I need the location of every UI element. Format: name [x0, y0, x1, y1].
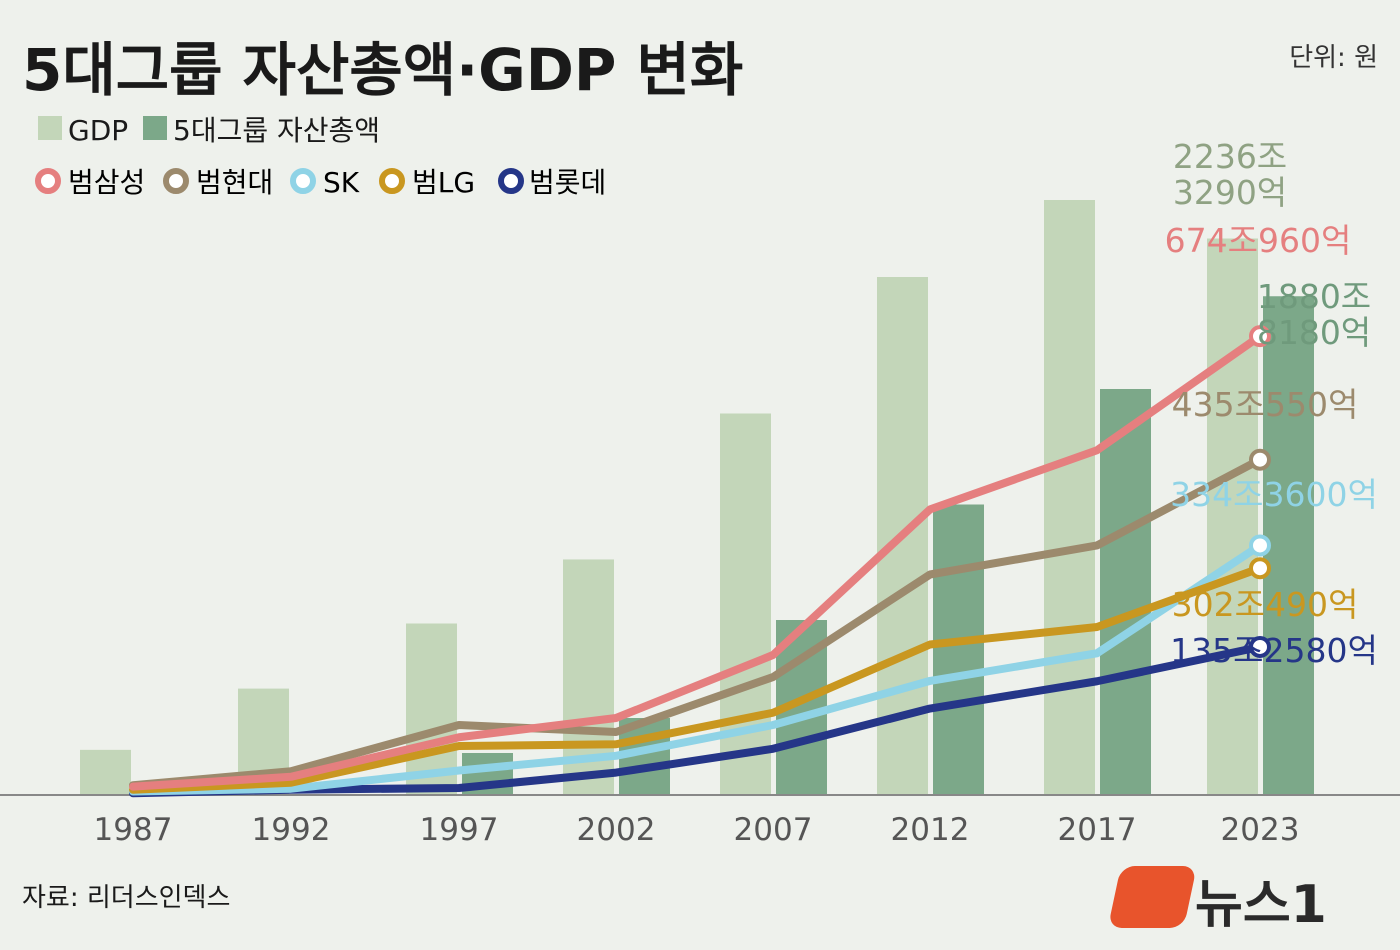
legend-label-gdp: GDP: [68, 114, 128, 147]
bar-group-total-2012: [933, 504, 984, 795]
end-point-lg: [1249, 557, 1271, 580]
legend-label-lotte: 범롯데: [529, 166, 606, 199]
logo-badge: [1110, 866, 1195, 928]
x-tick-label: 2017: [1058, 812, 1137, 848]
unit-label: 단위: 원: [1289, 43, 1378, 73]
end-label-lg: 302조490억: [1172, 585, 1359, 624]
x-tick-label: 2007: [734, 812, 813, 848]
chart-title: 5대그룹 자산총액·GDP 변화: [22, 36, 743, 104]
end-label-group-1: 1880조: [1257, 277, 1371, 316]
legend-marker-samsung: [35, 168, 61, 194]
end-point-hyundai: [1249, 448, 1271, 471]
line-samsung: [129, 332, 1264, 791]
end-point-sk: [1249, 534, 1271, 557]
x-tick-label: 1992: [252, 812, 331, 848]
end-point-lotte: [1249, 635, 1271, 658]
end-label-gdp-2: 3290억: [1173, 173, 1287, 212]
end-point-samsung: [1249, 325, 1271, 348]
end-label-hyundai: 435조550억: [1172, 385, 1359, 424]
bar-gdp-1997: [406, 623, 457, 795]
legend-label-samsung: 범삼성: [68, 166, 145, 199]
news1-logo: 뉴스1: [1110, 866, 1327, 935]
legend-label-group-total: 5대그룹 자산총액: [173, 114, 380, 147]
legend-label-lg: 범LG: [412, 166, 475, 199]
x-axis-ticks: 1987 1992 1997 2002 2007 2012 2017 2023: [94, 812, 1300, 848]
bar-group-total-2023: [1263, 296, 1314, 795]
bar-gdp-2017: [1044, 200, 1095, 795]
legend-label-sk: SK: [323, 166, 360, 199]
legend-marker-lotte: [498, 168, 524, 194]
bar-gdp-2023: [1207, 238, 1258, 795]
legend-swatch-group-total: [143, 116, 167, 140]
bar-group-total-2017: [1100, 389, 1151, 795]
end-label-samsung: 674조960억: [1165, 221, 1352, 260]
x-tick-label: 2023: [1221, 812, 1300, 848]
legend-swatch-gdp: [38, 116, 62, 140]
source-label: 자료: 리더스인덱스: [22, 883, 230, 913]
line-lg: [129, 564, 1264, 794]
end-label-gdp-1: 2236조: [1173, 137, 1287, 176]
x-tick-label: 2002: [577, 812, 656, 848]
line-legend: 범삼성 범현대 SK 범LG 범롯데: [35, 166, 606, 199]
legend-marker-hyundai: [163, 168, 189, 194]
x-tick-label: 2012: [891, 812, 970, 848]
x-tick-label: 1997: [420, 812, 499, 848]
line-sk: [129, 541, 1264, 796]
lines-layer: [129, 325, 1271, 798]
end-label-sk: 334조3600억: [1170, 475, 1378, 514]
end-label-lotte: 135조2580억: [1170, 631, 1378, 670]
legend-label-hyundai: 범현대: [196, 166, 273, 199]
legend-marker-lg: [379, 168, 405, 194]
end-label-group-2: 8180억: [1257, 313, 1371, 352]
x-tick-label: 1987: [94, 812, 173, 848]
legend-marker-sk: [290, 168, 316, 194]
bar-gdp-1987: [80, 749, 131, 795]
line-hyundai: [129, 455, 1264, 790]
logo-text: 뉴스1: [1195, 875, 1327, 935]
